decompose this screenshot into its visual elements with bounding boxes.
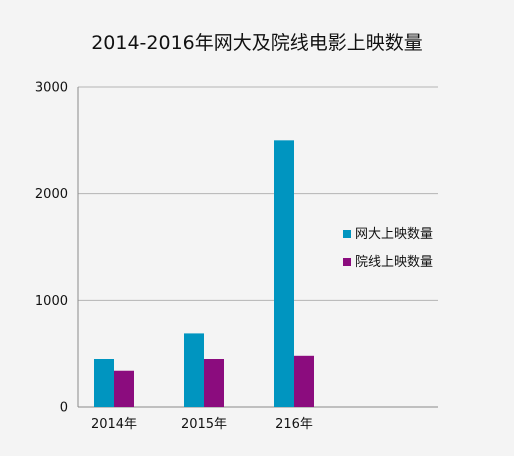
legend-label: 院线上映数量 bbox=[355, 255, 433, 270]
y-tick-label: 3000 bbox=[35, 81, 68, 96]
chart-title: 2014-2016年网大及院线电影上映数量 bbox=[91, 32, 423, 54]
bar-series1 bbox=[274, 140, 294, 408]
bar-series1 bbox=[94, 359, 114, 407]
bar-series2 bbox=[114, 370, 134, 407]
x-tick-label: 2014年 bbox=[91, 417, 137, 432]
bar-series2 bbox=[204, 359, 224, 407]
legend-swatch bbox=[343, 258, 351, 266]
bar-series1 bbox=[184, 333, 204, 407]
y-tick-label: 2000 bbox=[35, 187, 68, 202]
y-tick-label: 1000 bbox=[35, 294, 68, 309]
x-tick-label: 2015年 bbox=[181, 417, 227, 432]
bar-series2 bbox=[294, 355, 314, 407]
legend-swatch bbox=[343, 230, 351, 238]
x-tick-label: 216年 bbox=[275, 417, 313, 432]
legend-label: 网大上映数量 bbox=[355, 227, 433, 242]
y-tick-label: 0 bbox=[60, 401, 68, 416]
